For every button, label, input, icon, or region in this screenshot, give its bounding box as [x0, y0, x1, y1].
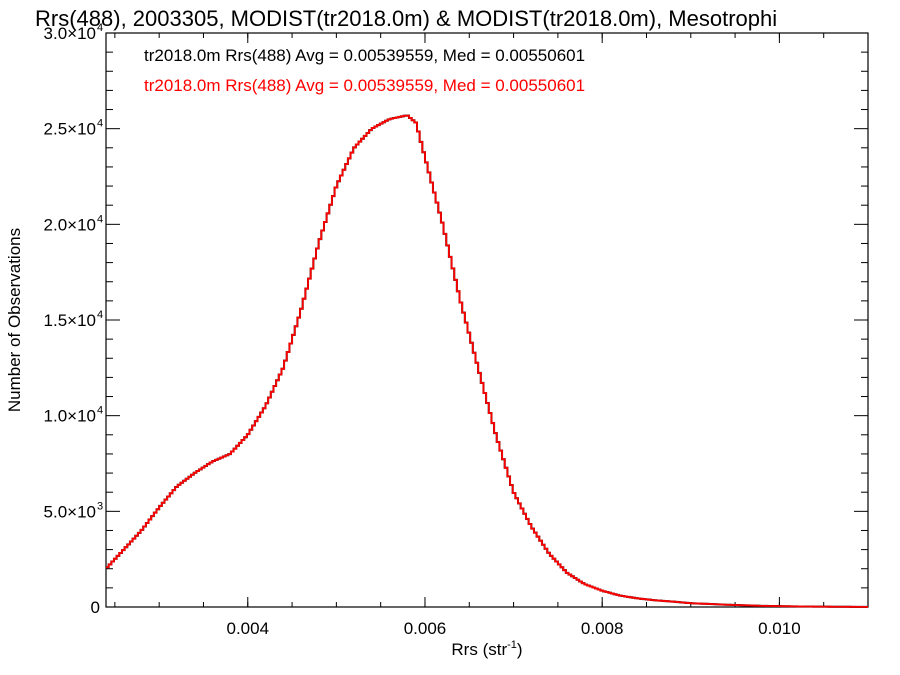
- x-tick-label: 0.008: [581, 619, 624, 638]
- x-tick-label: 0.006: [404, 619, 447, 638]
- series-annotation-black: tr2018.0m Rrs(488) Avg = 0.00539559, Med…: [144, 46, 585, 65]
- chart-title: Rrs(488), 2003305, MODIST(tr2018.0m) & M…: [35, 6, 777, 31]
- y-tick-exponent: 4: [97, 118, 103, 130]
- y-tick-exponent: 3: [97, 500, 103, 512]
- y-tick-label: 0: [91, 598, 100, 617]
- x-axis-label: Rrs (str-1): [451, 639, 522, 659]
- y-tick-label: 2.5×10: [44, 120, 96, 139]
- series-line-red: [106, 114, 868, 608]
- x-axis-label-main: Rrs (str: [451, 640, 507, 659]
- y-tick-exponent: 4: [97, 405, 103, 417]
- y-tick-labels: 05.0×10 31.0×10 41.5×10 42.0×10 42.5×10 43.0×…: [44, 22, 104, 617]
- axis-ticks: [106, 32, 869, 608]
- y-tick-label: 2.0×10: [44, 215, 96, 234]
- y-tick-label: 5.0×10: [44, 502, 96, 521]
- y-tick-exponent: 4: [97, 22, 103, 34]
- x-axis-label-end: ): [517, 640, 523, 659]
- series-annotation-red: tr2018.0m Rrs(488) Avg = 0.00539559, Med…: [144, 76, 585, 95]
- x-tick-label: 0.004: [226, 619, 269, 638]
- y-tick-label: 1.5×10: [44, 311, 96, 330]
- y-tick-label: 1.0×10: [44, 407, 96, 426]
- y-tick-exponent: 4: [97, 213, 103, 225]
- series-line-black: [106, 114, 868, 608]
- plot-frame: [105, 32, 869, 608]
- series-group: [106, 114, 868, 608]
- x-axis-label-exponent: -1: [507, 639, 517, 651]
- y-tick-exponent: 4: [97, 309, 103, 321]
- y-axis-label: Number of Observations: [5, 228, 24, 412]
- x-tick-labels: 0.004 0.006 0.008 0.010: [226, 619, 800, 638]
- y-tick-label: 3.0×10: [44, 24, 96, 43]
- x-tick-label: 0.010: [758, 619, 801, 638]
